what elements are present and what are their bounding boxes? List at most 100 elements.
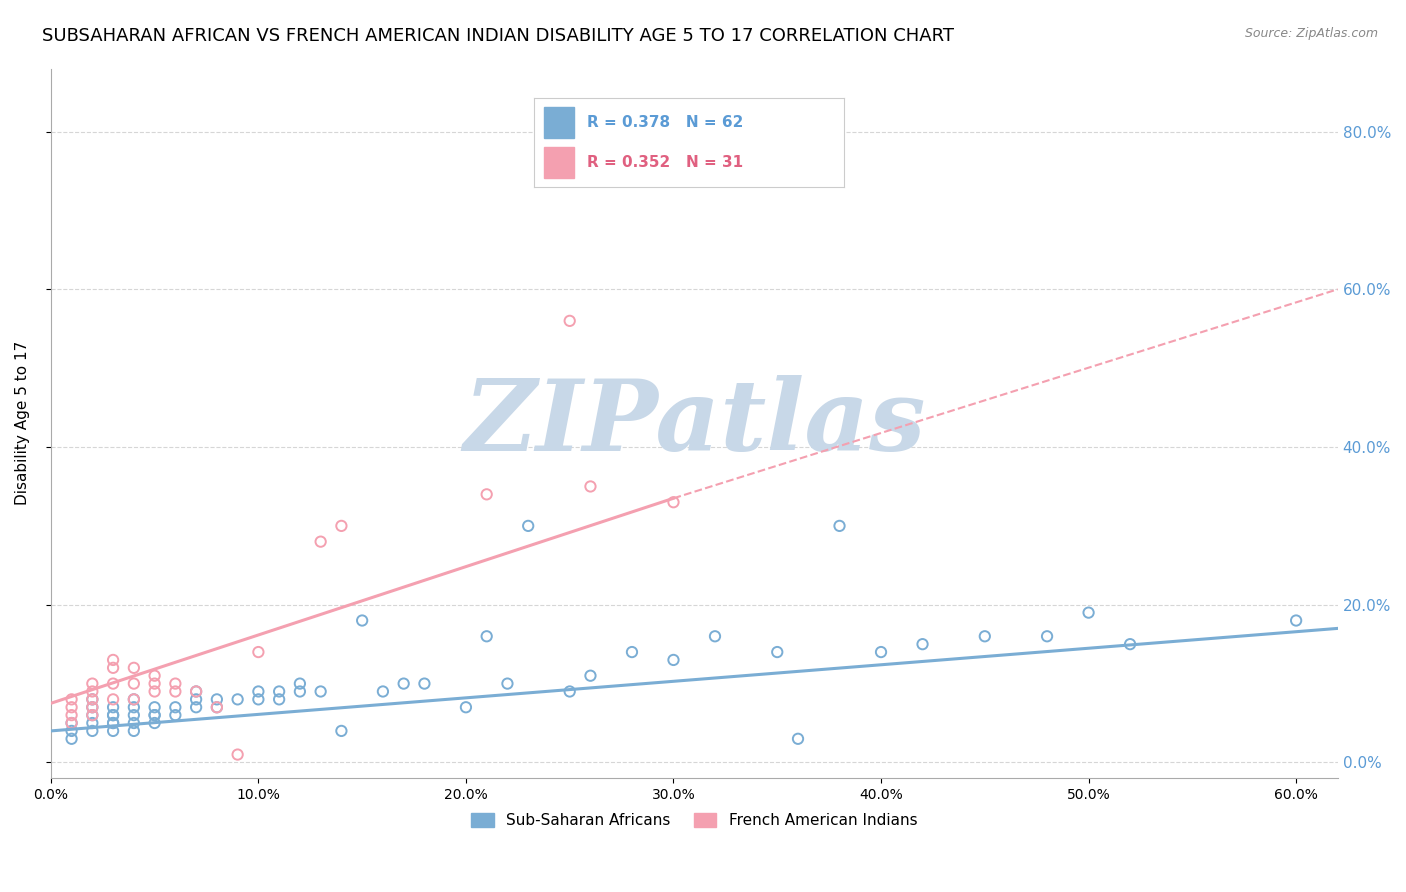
Point [60, 716, 83, 731]
Point [1119, 637, 1142, 651]
Point [101, 676, 124, 690]
Point [309, 684, 332, 698]
Bar [544, 147, 575, 178]
Point [60, 708, 83, 723]
Point [122, 661, 145, 675]
Point [143, 708, 166, 723]
Point [82, 684, 104, 698]
Point [122, 708, 145, 723]
Point [184, 684, 207, 698]
Point [911, 637, 934, 651]
Point [122, 692, 145, 706]
Point [184, 692, 207, 706]
Point [269, 684, 291, 698]
Point [1285, 614, 1308, 628]
Point [101, 708, 124, 723]
Point [101, 692, 124, 706]
Point [247, 692, 270, 706]
Point [122, 716, 145, 731]
Point [60, 700, 83, 714]
Point [101, 716, 124, 731]
Point [101, 716, 124, 731]
Point [165, 676, 187, 690]
Y-axis label: Disability Age 5 to 17: Disability Age 5 to 17 [15, 342, 30, 506]
Point [309, 534, 332, 549]
Point [352, 614, 374, 628]
Point [330, 723, 353, 738]
Point [101, 708, 124, 723]
Point [82, 676, 104, 690]
Point [870, 645, 893, 659]
Point [165, 700, 187, 714]
Point [1036, 629, 1059, 643]
Point [82, 708, 104, 723]
Point [205, 700, 228, 714]
Point [143, 716, 166, 731]
Point [101, 653, 124, 667]
Point [579, 669, 602, 683]
Point [82, 692, 104, 706]
Point [247, 645, 270, 659]
Point [288, 676, 311, 690]
Point [143, 700, 166, 714]
Point [475, 487, 498, 501]
Point [226, 692, 249, 706]
Point [122, 692, 145, 706]
Point [205, 692, 228, 706]
Point [143, 708, 166, 723]
Point [662, 495, 685, 509]
Point [184, 684, 207, 698]
Point [60, 723, 83, 738]
Point [392, 676, 415, 690]
Point [558, 314, 581, 328]
Text: ZIPatlas: ZIPatlas [463, 376, 925, 472]
Point [766, 645, 789, 659]
Point [82, 700, 104, 714]
Point [122, 723, 145, 738]
Point [143, 676, 166, 690]
Point [205, 700, 228, 714]
Point [101, 700, 124, 714]
Point [330, 519, 353, 533]
Text: SUBSAHARAN AFRICAN VS FRENCH AMERICAN INDIAN DISABILITY AGE 5 TO 17 CORRELATION : SUBSAHARAN AFRICAN VS FRENCH AMERICAN IN… [42, 27, 955, 45]
Point [413, 676, 436, 690]
Point [101, 723, 124, 738]
Point [662, 653, 685, 667]
Point [973, 629, 995, 643]
Point [60, 692, 83, 706]
Point [247, 684, 270, 698]
Point [82, 692, 104, 706]
Point [226, 747, 249, 762]
Point [517, 519, 540, 533]
Point [82, 700, 104, 714]
Point [1077, 606, 1099, 620]
Point [558, 684, 581, 698]
Point [122, 676, 145, 690]
Point [496, 676, 519, 690]
Bar [544, 107, 575, 138]
Point [82, 716, 104, 731]
Point [704, 629, 727, 643]
Point [579, 479, 602, 493]
Point [288, 684, 311, 698]
Point [828, 519, 851, 533]
Point [454, 700, 477, 714]
Point [60, 716, 83, 731]
Point [184, 700, 207, 714]
Point [165, 684, 187, 698]
Point [143, 684, 166, 698]
Point [82, 708, 104, 723]
Point [82, 723, 104, 738]
Point [101, 661, 124, 675]
Legend: Sub-Saharan Africans, French American Indians: Sub-Saharan Africans, French American In… [465, 807, 924, 834]
Point [475, 629, 498, 643]
Point [620, 645, 643, 659]
Point [60, 731, 83, 746]
Text: R = 0.352   N = 31: R = 0.352 N = 31 [586, 155, 742, 170]
Point [269, 692, 291, 706]
Point [787, 731, 810, 746]
Point [143, 669, 166, 683]
Point [165, 708, 187, 723]
Text: R = 0.378   N = 62: R = 0.378 N = 62 [586, 115, 744, 130]
Point [371, 684, 394, 698]
